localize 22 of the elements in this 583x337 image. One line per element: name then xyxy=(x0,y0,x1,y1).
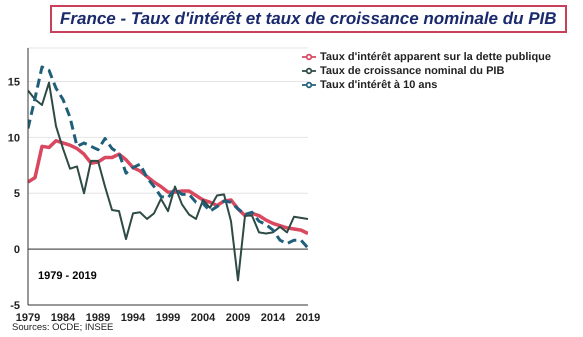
x-tick-label: 1994 xyxy=(120,312,146,324)
line-series xyxy=(28,82,308,282)
annotation: 1979 - 2019 xyxy=(38,270,97,282)
legend-label: Taux de croissance nominal du PIB xyxy=(320,64,504,77)
y-tick-label: -5 xyxy=(10,300,20,312)
x-tick-label: 2019 xyxy=(296,312,320,324)
y-tick-label: 0 xyxy=(14,244,20,256)
legend-label: Taux d'intérêt à 10 ans xyxy=(320,78,438,91)
x-tick-label: 2014 xyxy=(260,312,286,324)
y-tick-label: 15 xyxy=(8,76,20,88)
x-tick-label: 1984 xyxy=(50,312,76,324)
x-tick-label: 1999 xyxy=(156,312,180,324)
legend-label: Taux d'intérêt apparent sur la dette publique xyxy=(320,50,551,63)
x-tick-label: 2009 xyxy=(226,312,250,324)
y-tick-label: 5 xyxy=(14,188,20,200)
chart-title: France - Taux d'intérêt et taux de croissance nominale du PIB xyxy=(50,5,567,33)
source-note: Sources: OCDE; INSEE xyxy=(12,322,114,333)
y-tick-label: 10 xyxy=(8,132,20,144)
line-series xyxy=(28,65,308,250)
x-tick-label: 1989 xyxy=(86,312,110,324)
x-tick-label: 2004 xyxy=(190,312,216,324)
x-tick-label: 1979 xyxy=(16,312,40,324)
